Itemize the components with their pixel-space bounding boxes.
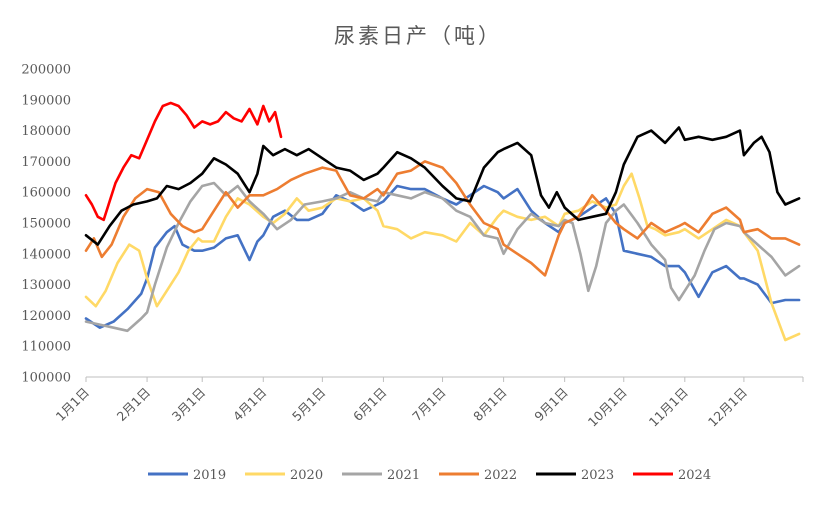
series-line-2020 [84, 172, 801, 342]
series-line-2023 [84, 126, 801, 246]
x-tick-label: 2月1日 [114, 385, 154, 425]
x-tick-label: 1月1日 [53, 385, 93, 425]
legend-label: 2020 [290, 468, 323, 483]
x-tick-label: 3月1日 [169, 385, 209, 425]
y-tick-label: 120000 [21, 309, 71, 324]
x-tick-label: 11月1日 [646, 385, 691, 430]
legend-item-2020: 2020 [245, 468, 323, 483]
legend-item-2023: 2023 [536, 468, 614, 483]
x-tick-label: 12月1日 [705, 385, 750, 430]
y-tick-label: 100000 [21, 371, 71, 386]
legend-label: 2022 [484, 468, 517, 483]
plot-area [84, 101, 801, 342]
x-tick-label: 6月1日 [350, 385, 390, 425]
series-line-2022 [84, 160, 801, 277]
x-axis: 1月1日 2月1日 3月1日 4月1日 5月1日 6月1日 7月1日 8月1日 9月1日 10月1… [53, 376, 804, 430]
y-axis: 100000 110000 120000 130000 140000 150000 1600… [21, 63, 71, 386]
legend-item-2024: 2024 [633, 468, 711, 483]
y-tick-label: 200000 [21, 63, 71, 78]
legend-item-2022: 2022 [439, 468, 517, 483]
y-tick-label: 180000 [21, 124, 71, 139]
legend-item-2019: 2019 [148, 468, 226, 483]
series-line-2024 [84, 101, 283, 222]
y-tick-label: 140000 [21, 247, 71, 262]
x-tick-label: 9月1日 [531, 385, 571, 425]
series-line-2019 [84, 184, 801, 330]
x-tick-label: 5月1日 [289, 385, 329, 425]
legend-item-2021: 2021 [342, 468, 420, 483]
y-tick-label: 130000 [21, 278, 71, 293]
series-line-2021 [84, 181, 801, 333]
x-tick-label: 10月1日 [585, 385, 630, 430]
y-tick-label: 190000 [21, 93, 71, 108]
y-tick-label: 110000 [21, 340, 71, 355]
chart-title: 尿素日产（吨） [334, 24, 502, 48]
legend-label: 2019 [193, 468, 226, 483]
legend-label: 2021 [387, 468, 420, 483]
y-tick-label: 170000 [21, 155, 71, 170]
x-tick-label: 4月1日 [230, 385, 270, 425]
legend-label: 2023 [581, 468, 614, 483]
legend: 2019 2020 2021 2022 2023 2024 [148, 468, 711, 483]
x-tick-label: 7月1日 [409, 385, 449, 425]
x-tick-label: 8月1日 [470, 385, 510, 425]
y-tick-label: 160000 [21, 186, 71, 201]
y-tick-label: 150000 [21, 217, 71, 232]
legend-label: 2024 [678, 468, 711, 483]
